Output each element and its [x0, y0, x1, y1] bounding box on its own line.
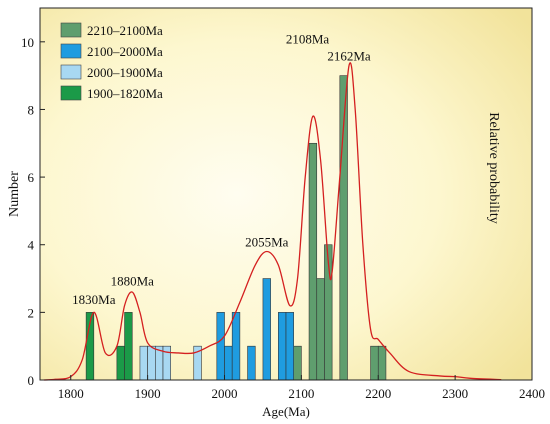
x-tick-label-5: 2300: [442, 386, 468, 401]
peak-label-1: 1880Ma: [111, 273, 155, 288]
legend-swatch-3: [60, 85, 82, 101]
legend-label-3: 1900–1820Ma: [87, 86, 163, 101]
peak-label-2: 2055Ma: [245, 234, 289, 249]
bar-s0-1: [308, 142, 318, 381]
legend-swatch-2: [60, 64, 82, 80]
y-tick-label-5: 10: [21, 35, 34, 50]
peak-label-4: 2162Ma: [327, 48, 371, 63]
x-tick-label-4: 2200: [365, 386, 391, 401]
legend-label-2: 2000–1900Ma: [87, 65, 163, 80]
y-axis-label: Number: [7, 171, 22, 217]
y2-axis-label: Relative probability: [486, 112, 501, 224]
x-axis-ticks: 1800 1900 2000 2100 2200 2300 2400: [58, 375, 545, 401]
y-tick-label-4: 8: [28, 102, 35, 117]
bar-s0-6: [377, 345, 387, 381]
bar-s1-4: [262, 278, 271, 381]
peak-label-0: 1830Ma: [72, 292, 116, 307]
bar-s1-3: [247, 345, 256, 381]
bar-s3-1: [116, 345, 125, 381]
x-tick-label-3: 2100: [288, 386, 314, 401]
legend-label-0: 2210–2100Ma: [87, 23, 163, 38]
bar-s1-1: [224, 345, 233, 381]
y-tick-label-3: 6: [28, 170, 35, 185]
bar-s3-2: [124, 312, 133, 381]
x-tick-label-0: 1800: [58, 386, 84, 401]
x-tick-label-1: 1900: [135, 386, 161, 401]
bar-s1-2: [231, 312, 241, 381]
legend-label-1: 2100–2000Ma: [87, 44, 163, 59]
plot-frame: [39, 7, 533, 381]
y-tick-label-0: 0: [28, 373, 35, 388]
bar-s0-0: [293, 345, 302, 381]
bar-s1-5: [278, 312, 287, 381]
legend-swatch-0: [60, 22, 82, 38]
x-tick-label-2: 2000: [212, 386, 238, 401]
y-axis-ticks: 0 2 4 6 8 10: [21, 35, 45, 388]
legend-swatch-1: [60, 43, 82, 59]
y-tick-label-2: 4: [28, 238, 35, 253]
probability-curve: [43, 62, 502, 381]
legend: 2210–2100Ma 2100–2000Ma 2000–1900Ma 1900–18…: [60, 22, 163, 101]
bar-s1-6: [285, 312, 294, 381]
bar-s1-0: [216, 312, 225, 381]
y-tick-label-1: 2: [28, 305, 35, 320]
peak-label-3: 2108Ma: [286, 32, 330, 47]
bar-s2-0: [139, 345, 148, 381]
x-axis-label: Age(Ma): [262, 404, 310, 419]
x-tick-label-6: 2400: [519, 386, 545, 401]
bar-s0-5: [370, 345, 379, 381]
bar-s2-1: [147, 345, 156, 381]
bar-s0-2: [316, 278, 325, 381]
